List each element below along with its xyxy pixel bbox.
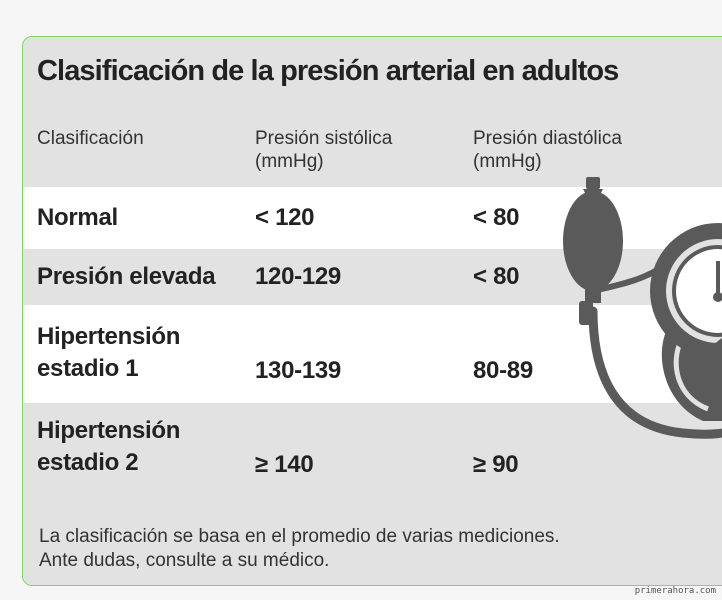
row-diastolic: < 80 — [473, 204, 520, 231]
row-label: Normal — [37, 204, 118, 231]
row-systolic: < 120 — [255, 204, 315, 231]
header-systolic-line1: Presión sistólica — [255, 128, 393, 149]
header-systolic-line2: (mmHg) — [255, 151, 324, 172]
bp-classification-card: Clasificación de la presión arterial en … — [22, 36, 722, 586]
footnote: La clasificación se basa en el promedio … — [39, 525, 560, 573]
header-classification: Clasificación — [37, 127, 144, 150]
row-label-line1: Hipertensión — [37, 323, 181, 350]
table-row-stage2: Hipertensión estadio 2 ≥ 140 ≥ 90 — [23, 403, 722, 495]
row-diastolic: < 80 — [473, 263, 520, 290]
row-label: Presión elevada — [37, 263, 216, 290]
header-classification-label: Clasificación — [37, 128, 144, 149]
row-label-line2: estadio 2 — [37, 449, 139, 476]
source-credit: primerahora.com — [634, 586, 716, 596]
row-systolic: ≥ 140 — [255, 451, 314, 478]
row-label-line2: estadio 1 — [37, 355, 139, 382]
header-diastolic-line1: Presión diastólica — [473, 128, 622, 149]
card-title: Clasificación de la presión arterial en … — [37, 55, 619, 87]
header-diastolic-line2: (mmHg) — [473, 151, 542, 172]
row-systolic: 120-129 — [255, 263, 341, 290]
header-systolic: Presión sistólica (mmHg) — [255, 127, 392, 173]
row-diastolic: ≥ 90 — [473, 451, 519, 478]
row-label: Hipertensión estadio 2 — [37, 415, 180, 479]
row-systolic: 130-139 — [255, 357, 341, 384]
row-label-line1: Hipertensión — [37, 417, 181, 444]
row-label: Hipertensión estadio 1 — [37, 321, 180, 385]
header-diastolic: Presión diastólica (mmHg) — [473, 127, 622, 173]
footnote-line2: Ante dudas, consulte a su médico. — [39, 550, 330, 571]
footnote-line1: La clasificación se basa en el promedio … — [39, 526, 560, 547]
row-diastolic: 80-89 — [473, 357, 533, 384]
table-row-elevated: Presión elevada 120-129 < 80 — [23, 249, 722, 305]
blood-pressure-monitor-icon — [563, 177, 722, 439]
